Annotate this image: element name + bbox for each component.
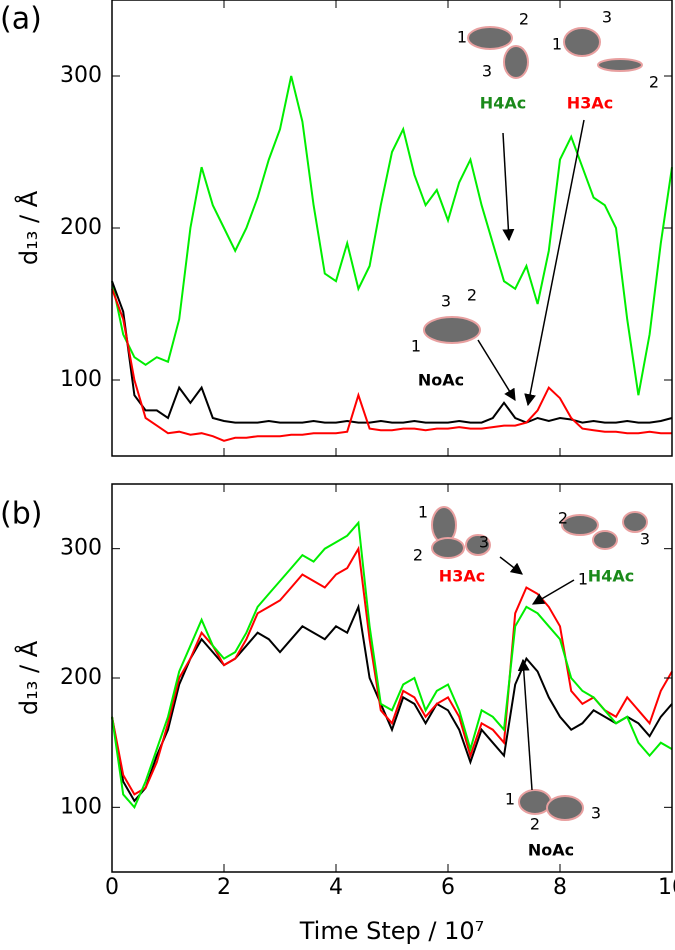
x-tick-label: 10 [658, 875, 675, 900]
subunit-number: 1 [411, 337, 421, 356]
annotation-label: H3Ac [567, 94, 613, 113]
subunit-number: 3 [441, 292, 451, 311]
subunit-number: 2 [467, 286, 477, 305]
plot-frame [111, 0, 673, 457]
annotation-label: NoAc [528, 841, 574, 860]
annotation-label: NoAc [418, 371, 464, 390]
annotation-label: H3Ac [439, 567, 485, 586]
subunit-number: 2 [530, 815, 540, 834]
x-tick-label: 6 [441, 875, 455, 900]
annotation-arrow [517, 658, 533, 791]
x-tick-label: 2 [217, 875, 231, 900]
data-line [111, 75, 673, 396]
annotation-arrow [524, 119, 585, 407]
plot-frame [111, 483, 673, 873]
subunit-number: 1 [457, 28, 467, 47]
x-tick-label: 0 [105, 875, 119, 900]
subunit-number: 3 [482, 62, 492, 81]
y-axis-label: d₁₃ / Å [14, 190, 43, 265]
x-axis-label: Time Step / 10⁷ [299, 917, 485, 945]
data-line [111, 288, 672, 442]
subunit-number: 2 [558, 509, 568, 528]
x-tick-label: 8 [553, 875, 567, 900]
data-line [111, 545, 673, 796]
panel-label: (b) [0, 497, 42, 532]
subunit-number: 3 [479, 533, 489, 552]
y-tick-label: 300 [60, 63, 102, 88]
subunit-number: 1 [505, 790, 515, 809]
subunit-number: 2 [649, 73, 659, 92]
x-tick-label: 4 [329, 875, 343, 900]
subunit-number: 1 [418, 503, 428, 522]
subunit-number: 1 [578, 570, 588, 589]
subunit-number: 2 [413, 546, 423, 565]
annotation-label: H4Ac [480, 94, 526, 113]
y-tick-label: 300 [60, 536, 102, 561]
data-line [111, 603, 673, 803]
subunit-number: 2 [519, 10, 529, 29]
subunit-number: 3 [602, 8, 612, 27]
y-tick-label: 200 [60, 665, 102, 690]
annotation-arrow [477, 339, 516, 402]
annotation-label: H4Ac [588, 567, 634, 586]
subunit-number: 3 [591, 804, 601, 823]
panel-label: (a) [0, 2, 42, 37]
molecule-icons [423, 26, 648, 821]
annotation-arrow [531, 579, 575, 605]
annotation-arrow [502, 132, 515, 242]
data-line [111, 280, 673, 424]
data-line [111, 520, 673, 810]
y-tick-label: 100 [60, 367, 102, 392]
subunit-number: 3 [640, 530, 650, 549]
y-axis-label: d₁₃ / Å [14, 640, 43, 715]
annotation-arrow [499, 556, 523, 575]
subunit-number: 1 [552, 35, 562, 54]
y-tick-label: 100 [60, 794, 102, 819]
y-tick-label: 200 [60, 215, 102, 240]
